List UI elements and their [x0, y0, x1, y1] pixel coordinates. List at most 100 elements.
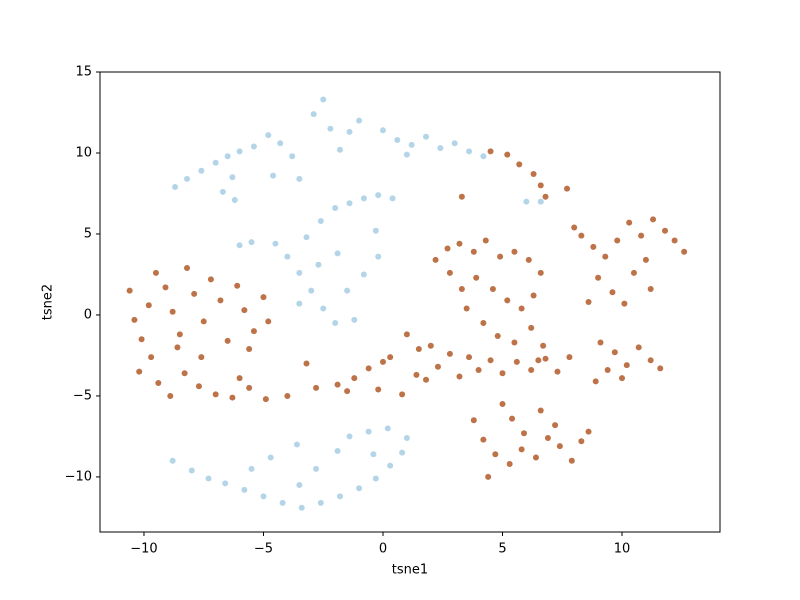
point — [499, 401, 506, 408]
point — [427, 342, 434, 349]
x-tick-label: 10 — [614, 542, 631, 557]
point — [222, 480, 229, 487]
point — [379, 358, 386, 365]
point — [456, 240, 463, 247]
point — [415, 345, 422, 352]
point — [681, 248, 688, 255]
point — [403, 331, 410, 338]
point — [176, 331, 183, 338]
point — [313, 465, 320, 472]
point — [372, 475, 379, 482]
point — [191, 290, 198, 297]
point — [662, 227, 669, 234]
point — [578, 232, 585, 239]
point — [626, 219, 633, 226]
point — [198, 167, 205, 174]
point — [528, 324, 535, 331]
point — [296, 175, 303, 182]
point — [136, 368, 143, 375]
point — [145, 302, 152, 309]
point — [320, 96, 327, 103]
point — [497, 253, 504, 260]
point — [126, 287, 133, 294]
point — [466, 354, 473, 361]
x-tick-label: −5 — [254, 542, 273, 557]
point — [537, 407, 544, 414]
point — [525, 256, 532, 263]
point — [630, 269, 637, 276]
point — [451, 140, 458, 147]
point — [224, 153, 231, 160]
point — [250, 328, 257, 335]
x-tick-label: 0 — [379, 542, 387, 557]
point — [530, 292, 537, 299]
point — [389, 195, 396, 202]
point — [647, 286, 654, 293]
point — [155, 379, 162, 386]
point — [167, 392, 174, 399]
y-tick-label: 10 — [75, 145, 92, 160]
point — [492, 451, 499, 458]
point — [399, 391, 406, 398]
point — [356, 485, 363, 492]
point — [506, 460, 513, 467]
point — [494, 333, 501, 340]
point — [446, 350, 453, 357]
point — [336, 146, 343, 153]
point — [279, 499, 286, 506]
point — [284, 253, 291, 260]
point — [518, 446, 525, 453]
point — [296, 300, 303, 307]
point — [473, 274, 480, 281]
point — [184, 175, 191, 182]
point — [592, 378, 599, 385]
point — [638, 232, 645, 239]
point — [516, 161, 523, 168]
y-tick-label: −5 — [73, 388, 92, 403]
point — [408, 141, 415, 148]
x-axis-label: tsne1 — [392, 563, 428, 578]
point — [181, 370, 188, 377]
point — [568, 457, 575, 464]
point — [277, 140, 284, 147]
point — [544, 435, 551, 442]
point — [184, 264, 191, 271]
point — [205, 475, 212, 482]
point — [556, 443, 563, 450]
point — [597, 339, 604, 346]
point — [487, 357, 494, 364]
point — [535, 357, 542, 364]
point — [437, 145, 444, 152]
point — [336, 493, 343, 500]
point — [504, 297, 511, 304]
point — [351, 375, 358, 382]
point — [480, 320, 487, 327]
point — [212, 159, 219, 166]
point — [504, 151, 511, 158]
point — [246, 384, 253, 391]
point — [542, 355, 549, 362]
point — [375, 253, 382, 260]
point — [621, 300, 628, 307]
point — [513, 358, 520, 365]
point — [317, 218, 324, 225]
point — [635, 344, 642, 351]
point — [248, 465, 255, 472]
point — [532, 454, 539, 461]
point — [537, 198, 544, 205]
point — [131, 316, 138, 323]
point — [334, 448, 341, 455]
point — [446, 269, 453, 276]
point — [195, 383, 202, 390]
point — [372, 227, 379, 234]
point — [334, 250, 341, 257]
point — [571, 224, 578, 231]
point — [642, 256, 649, 263]
point — [611, 349, 618, 356]
point — [296, 482, 303, 489]
point — [511, 248, 518, 255]
point — [458, 286, 465, 293]
y-axis-label: tsne2 — [41, 284, 56, 320]
point — [511, 339, 518, 346]
point — [413, 371, 420, 378]
